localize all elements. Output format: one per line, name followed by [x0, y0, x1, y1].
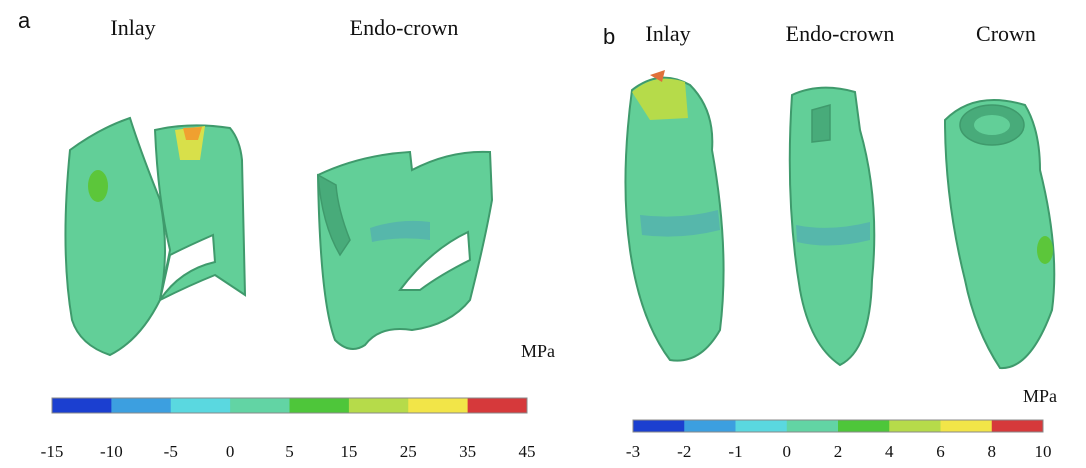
- colorbar-segment: [467, 398, 528, 413]
- unit-label: MPa: [1023, 386, 1057, 406]
- model-endocrown-a: [316, 150, 494, 350]
- model-title: Inlay: [110, 15, 155, 40]
- colorbar-tick-label: 35: [459, 442, 476, 461]
- colorbar-tick-label: -1: [728, 442, 742, 461]
- colorbar-segment: [786, 420, 839, 432]
- colorbar-segment: [684, 420, 736, 432]
- colorbar-segment: [889, 420, 941, 432]
- colorbar-tick-label: 10: [1035, 442, 1052, 461]
- colorbar-segment: [289, 398, 350, 413]
- colorbar-tick-label: 2: [834, 442, 843, 461]
- colorbar-tick-label: -15: [41, 442, 64, 461]
- model-title: Crown: [976, 21, 1036, 46]
- model-crown-b: [943, 99, 1056, 370]
- colorbar-tick-label: 25: [400, 442, 417, 461]
- colorbar-segment: [170, 398, 231, 413]
- colorbar-segment: [838, 420, 890, 432]
- colorbar-segment: [111, 398, 172, 413]
- model-title: Endo-crown: [350, 15, 459, 40]
- unit-label: MPa: [521, 341, 555, 361]
- colorbar-tick-label: 15: [340, 442, 357, 461]
- colorbar-tick-label: -10: [100, 442, 123, 461]
- colorbar-tick-label: 45: [519, 442, 536, 461]
- colorbar-segment: [52, 398, 112, 413]
- colorbar-segment: [940, 420, 993, 432]
- colorbar-tick-label: -5: [164, 442, 178, 461]
- colorbar-tick-label: -2: [677, 442, 691, 461]
- colorbar-tick-label: 4: [885, 442, 894, 461]
- model-endocrown-b: [788, 86, 876, 367]
- colorbar-segment: [348, 398, 409, 413]
- model-inlay-a: [64, 116, 247, 357]
- colorbar-segment: [230, 398, 290, 413]
- colorbar-frame: [632, 419, 1044, 433]
- colorbar-frame: [51, 397, 528, 414]
- colorbar-tick-label: 0: [226, 442, 235, 461]
- panel-label: b: [603, 24, 615, 49]
- colorbar-tick-label: 0: [783, 442, 792, 461]
- colorbar-tick-label: 8: [988, 442, 997, 461]
- panel-label: a: [18, 8, 31, 33]
- colorbar-segment: [735, 420, 788, 432]
- colorbar-segment: [408, 398, 469, 413]
- model-title: Inlay: [645, 21, 690, 46]
- colorbar-tick-label: -3: [626, 442, 640, 461]
- colorbar-segment: [633, 420, 685, 432]
- colorbar-segment: [991, 420, 1044, 432]
- colorbar-tick-label: 5: [285, 442, 294, 461]
- model-title: Endo-crown: [786, 21, 895, 46]
- model-inlay-b: [624, 70, 725, 362]
- colorbar-tick-label: 6: [936, 442, 945, 461]
